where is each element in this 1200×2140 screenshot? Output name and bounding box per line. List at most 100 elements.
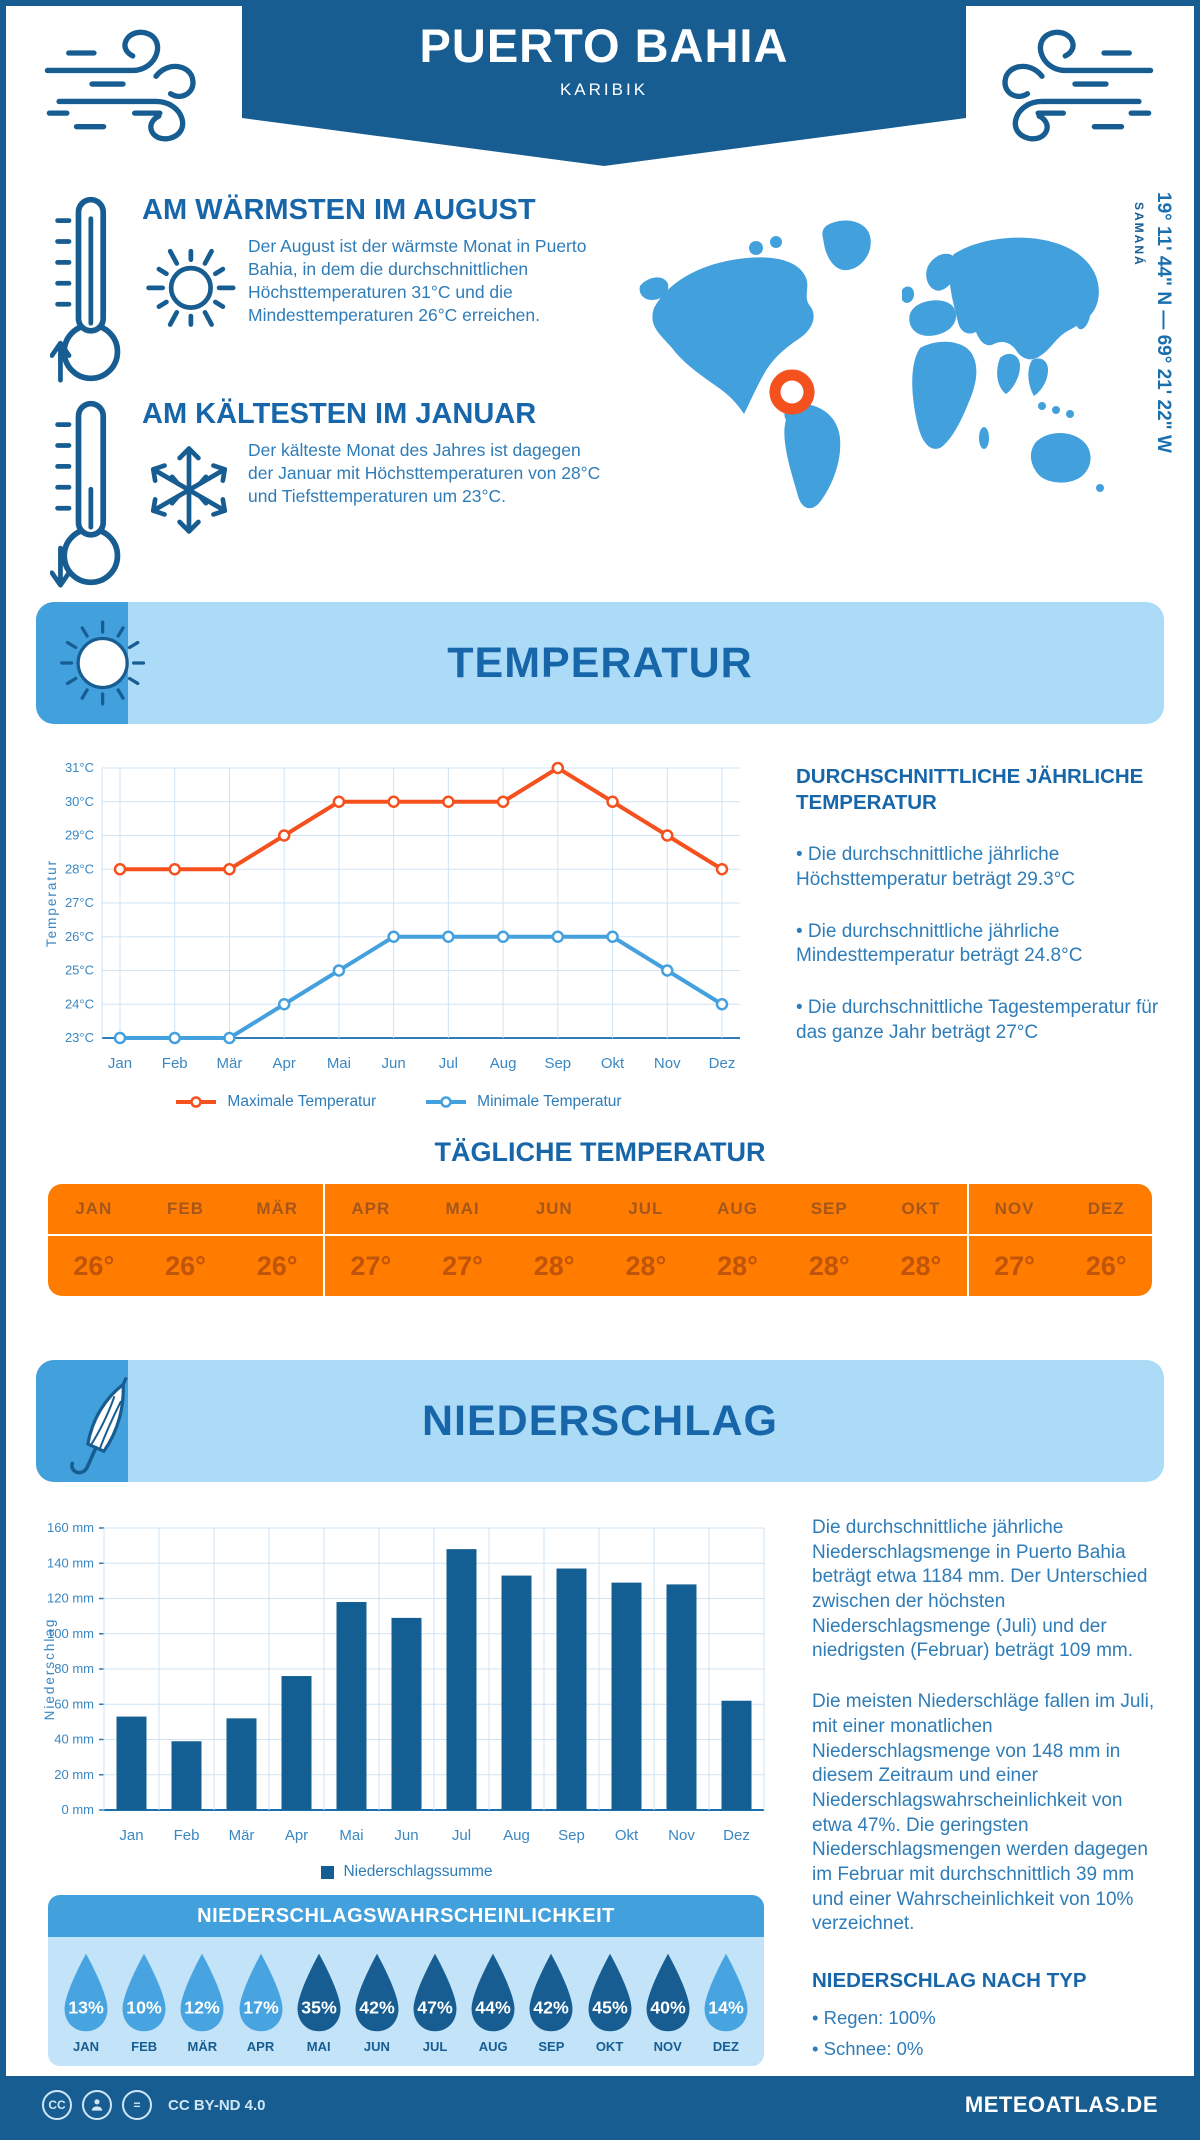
svg-text:35%: 35% [301, 1998, 337, 2018]
precipitation-type-title: NIEDERSCHLAG NACH TYP [812, 1969, 1087, 1992]
aside-bullets: • Die durchschnittliche jährliche Höchst… [796, 843, 1166, 1045]
table-month-cell: OKT [901, 1199, 941, 1218]
svg-text:Mär: Mär [229, 1827, 255, 1844]
droplet-month-label: JUN [363, 2039, 390, 2054]
temperature-section-title: TEMPERATUR [447, 639, 753, 687]
svg-text:24°C: 24°C [65, 996, 94, 1011]
droplet-month-label: MÄR [187, 2039, 218, 2054]
probability-droplets: 13% JAN 10% FEB 12% MÄR 17% APR 35% MAI 42% JUN 47% J… [48, 1937, 764, 2066]
probability-droplet: 35% MAI [291, 1951, 347, 2054]
precipitation-bar-chart: 0 mm 20 mm 40 mm 60 mm 80 mm 100 mm 120 mm 140 … [42, 1520, 765, 1844]
warmest-month-block: AM WÄRMSTEN IM AUGUST Der August ist der… [50, 194, 630, 384]
coordinates-text: 19° 11' 44" N — 69° 21' 22" W [1153, 192, 1174, 453]
table-month-cell: AUG [717, 1199, 758, 1218]
droplet-month-label: DEZ [712, 2039, 739, 2054]
umbrella-icon [70, 1377, 128, 1475]
droplet-month-label: APR [246, 2039, 275, 2054]
probability-droplet: 13% JAN [58, 1951, 114, 2054]
attribution-person-icon [82, 2090, 112, 2120]
droplet-month-label: SEP [538, 2039, 565, 2054]
wind-icon [44, 29, 196, 142]
cc-icon: CC [42, 2090, 72, 2120]
page-subtitle: KARIBIK [559, 80, 649, 99]
license-text: CC BY-ND 4.0 [168, 2096, 266, 2114]
daily-temperature-title: TÄGLICHE TEMPERATUR [434, 1137, 766, 1167]
coldest-month-block: AM KÄLTESTEN IM JANUAR Der kälteste Mona… [50, 398, 630, 588]
table-value-cell: 28° [533, 1250, 575, 1281]
svg-text:Aug: Aug [490, 1055, 517, 1072]
legend-swatch [321, 1865, 335, 1879]
svg-text:Sep: Sep [544, 1055, 571, 1072]
precipitation-section-title: NIEDERSCHLAG [421, 1397, 779, 1445]
svg-text:23°C: 23°C [65, 1030, 94, 1045]
table-value-cell: 26° [165, 1250, 206, 1281]
precipitation-paragraphs: Die durchschnittliche jährliche Niedersc… [812, 1516, 1166, 1937]
table-value-row: 26° 26° 26° 27° 27° 28° 28° 28° 28° 28° 27° 26° [48, 1236, 1152, 1296]
aside-bullet: • Die durchschnittliche jährliche Höchst… [796, 844, 1076, 890]
droplet-month-label: JAN [72, 2039, 99, 2054]
probability-droplet: 45% OKT [582, 1951, 638, 2054]
world-map [634, 190, 1118, 526]
site-name: METEOATLAS.DE [964, 2092, 1158, 2117]
table-month-cell: JUL [628, 1199, 664, 1218]
droplet-month-label: AUG [478, 2039, 508, 2054]
coldest-text: Der kälteste Monat des Jahres ist dagege… [248, 440, 601, 507]
table-value-cell: 26° [256, 1250, 298, 1281]
svg-text:Dez: Dez [709, 1055, 736, 1072]
no-derivatives-icon: = [122, 2090, 152, 2120]
location-marker [769, 369, 815, 415]
svg-text:28°C: 28°C [65, 861, 94, 876]
svg-text:Temperatur: Temperatur [44, 859, 59, 947]
svg-text:14%: 14% [708, 1998, 744, 2018]
precipitation-type-bullets: • Regen: 100% • Schnee: 0% [812, 2007, 1166, 2060]
aside-bullet: • Die durchschnittliche Tagestemperatur … [796, 997, 1159, 1043]
map-coordinates: SAMANÁ 19° 11' 44" N — 69° 21' 22" W [1132, 192, 1174, 532]
svg-text:Nov: Nov [654, 1055, 681, 1072]
table-header-row: JAN FEB MÄR APR MAI JUN JUL AUG SEP OKT NOV DEZ [48, 1184, 1152, 1236]
svg-text:13%: 13% [68, 1998, 104, 2018]
table-value-cell: 27° [966, 1236, 1061, 1296]
header-banner: PUERTO BAHIA KARIBIK [242, 6, 966, 166]
sun-icon [146, 248, 236, 327]
precipitation-paragraph: Die durchschnittliche jährliche Niedersc… [812, 1517, 1148, 1662]
droplet-month-label: MAI [306, 2039, 331, 2054]
table-month-cell: MÄR [256, 1199, 299, 1218]
table-month-cell: FEB [167, 1199, 204, 1218]
coldest-heading: AM KÄLTESTEN IM JANUAR [142, 398, 537, 430]
page-title: PUERTO BAHIA [419, 19, 789, 72]
svg-text:Jun: Jun [382, 1055, 406, 1072]
droplet-month-label: OKT [595, 2039, 624, 2054]
probability-title: NIEDERSCHLAGSWAHRSCHEINLICHKEIT [48, 1895, 764, 1937]
table-month-cell: NOV [966, 1184, 1061, 1234]
intro-section: AM WÄRMSTEN IM AUGUST Der August ist der… [6, 6, 1194, 588]
thermometer-down-icon [50, 400, 121, 588]
svg-text:Nov: Nov [668, 1827, 695, 1844]
svg-text:Mai: Mai [339, 1827, 363, 1844]
probability-droplet: 14% DEZ [698, 1951, 754, 2054]
svg-text:42%: 42% [359, 1998, 395, 2018]
temperature-legend: Maximale Temperatur Minimale Temperatur [40, 1093, 756, 1111]
svg-text:Sep: Sep [558, 1827, 585, 1844]
probability-droplet: 44% AUG [465, 1951, 521, 2054]
precipitation-section-band: NIEDERSCHLAG [36, 1360, 1164, 1482]
droplet-month-label: FEB [131, 2039, 158, 2054]
type-bullet: • Regen: 100% [812, 2007, 936, 2028]
svg-text:Mai: Mai [327, 1055, 351, 1072]
warmest-heading: AM WÄRMSTEN IM AUGUST [142, 194, 536, 226]
svg-text:40 mm: 40 mm [54, 1732, 94, 1747]
probability-droplet: 42% SEP [523, 1951, 579, 2054]
temperature-section-band: TEMPERATUR [36, 602, 1164, 724]
aside-title: DURCHSCHNITTLICHE JÄHRLICHE TEMPERATUR [796, 765, 1144, 814]
probability-droplet: 12% MÄR [174, 1951, 230, 2054]
svg-text:Jun: Jun [394, 1827, 418, 1844]
license-group: CC = CC BY-ND 4.0 [42, 2090, 266, 2120]
svg-text:Jul: Jul [439, 1055, 458, 1072]
svg-text:Feb: Feb [174, 1827, 200, 1844]
precipitation-legend: Niederschlagssumme [36, 1863, 778, 1881]
svg-text:30°C: 30°C [65, 794, 94, 809]
svg-text:Mär: Mär [217, 1055, 243, 1072]
warmest-text: Der August ist der wärmste Monat in Puer… [248, 236, 587, 326]
table-value-cell: 27° [442, 1250, 483, 1281]
legend-label: Niederschlagssumme [343, 1863, 493, 1880]
